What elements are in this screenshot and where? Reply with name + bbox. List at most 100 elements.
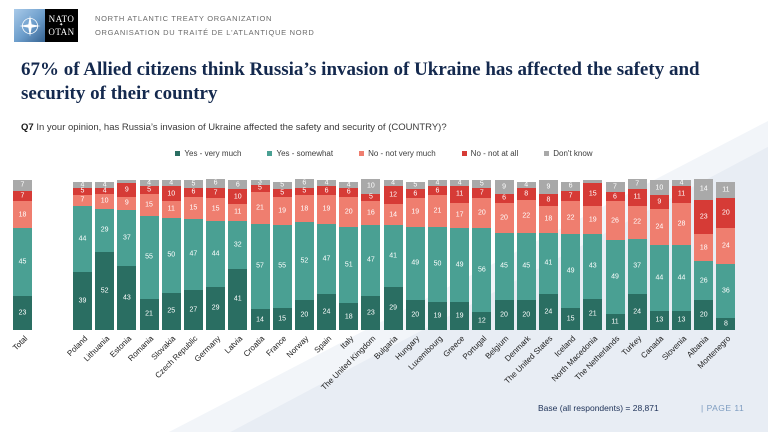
bar-segment: 24 <box>627 294 647 330</box>
bar-value-label: 41 <box>389 252 398 260</box>
bar-segment: 20 <box>516 300 536 330</box>
bar-value-label: 41 <box>233 295 242 303</box>
bar-column-albania: 14 23 18 26 20 Albania <box>685 170 714 359</box>
bar-value-label: 45 <box>18 258 27 266</box>
bar-value-label: 6 <box>502 194 507 202</box>
bar-value-label: 11 <box>167 205 175 213</box>
bar-value-label: 26 <box>699 277 708 284</box>
bar-segment: 18 <box>694 234 714 261</box>
bar-value-label: 24 <box>544 308 553 316</box>
bar-value-label: 19 <box>411 208 420 216</box>
bar-segment: 6 <box>605 192 625 201</box>
chart-legend: Yes - very much Yes - somewhat No - not ve… <box>0 149 768 158</box>
bar-value-label: 25 <box>167 307 176 315</box>
bar-value-label: 9 <box>546 183 551 191</box>
bar-value-label: 15 <box>189 204 198 212</box>
bar-segment: 27 <box>183 289 203 330</box>
bar-value-label: 49 <box>611 273 619 281</box>
bar-segment: 49 <box>450 228 470 302</box>
bar-value-label: 23 <box>367 309 375 317</box>
bar-segment: 5 <box>139 186 159 194</box>
bar-value-label: 28 <box>677 220 686 227</box>
bar-segment: 36 <box>716 264 736 318</box>
bar-value-label: 29 <box>211 304 220 312</box>
bar-segment: 4 <box>317 180 337 187</box>
bar-segment: 4 <box>383 179 403 187</box>
bar-segment: 45 <box>13 228 32 296</box>
bar-value-label: 10 <box>233 193 242 200</box>
bar-value-label: 10 <box>100 197 109 205</box>
otan-label: OTAN <box>48 26 75 37</box>
bar-segment: 20 <box>472 198 492 228</box>
bar-value-label: 11 <box>456 190 464 198</box>
bar-segment: 15 <box>272 307 292 330</box>
bar-segment: 4 <box>428 179 447 187</box>
bar-value-label: 18 <box>344 313 353 320</box>
bar-column-lithuania: 4 4 10 29 52 Lithuania <box>82 170 115 363</box>
bar-segment: 55 <box>272 225 292 308</box>
bar-value-label: 4 <box>391 179 396 187</box>
bar-value-label: 22 <box>633 218 642 226</box>
bar-value-label: 44 <box>78 235 87 242</box>
bar-segment: 4 <box>139 180 159 187</box>
bar-value-label: 49 <box>566 267 575 275</box>
bar-value-label: 14 <box>256 316 264 323</box>
bar-value-label: 4 <box>679 179 684 187</box>
bar-value-label: 39 <box>78 297 87 305</box>
bar-value-label: 15 <box>566 315 575 323</box>
bar-value-label: 12 <box>477 317 486 325</box>
bar-value-label: 4 <box>524 181 529 188</box>
bar-value-label: 7 <box>613 183 617 191</box>
bar-value-label: 49 <box>411 259 420 267</box>
bar-column-the-netherlands: 7 6 26 49 11 The Netherlands <box>573 170 625 382</box>
bar-segment: 15 <box>561 307 581 330</box>
bar-column-latvia: 6 10 11 32 41 Latvia <box>223 170 248 355</box>
bar-value-label: 51 <box>344 261 353 269</box>
bar-segment: 29 <box>206 286 226 330</box>
org-name: NORTH ATLANTIC TREATY ORGANIZATION ORGAN… <box>95 12 314 40</box>
legend-item: Don't know <box>544 149 593 158</box>
bar-value-label: 16 <box>367 209 375 217</box>
bar-value-label: 55 <box>145 253 153 261</box>
bar-segment: 18 <box>538 205 558 233</box>
base-respondents-note: Base (all respondents) = 28,871 <box>538 403 659 413</box>
bar-segment: 8 <box>716 318 736 330</box>
bar-column-spain: 4 6 19 47 24 Spain <box>312 170 337 355</box>
bar-value-label: 12 <box>389 191 398 199</box>
bar-segment: 5 <box>250 184 270 192</box>
bar-column-total: 7 7 18 45 23 Total <box>11 170 32 352</box>
bar-column-croatia: 3 5 21 57 14 Croatia <box>242 170 270 359</box>
bar-segment: 4 <box>516 181 536 188</box>
bar-value-label: 15 <box>145 201 153 209</box>
bar-segment: 11 <box>605 313 625 330</box>
bar-value-label: 56 <box>477 266 486 274</box>
bar-segment: 43 <box>117 265 137 330</box>
bar-segment: 29 <box>383 286 403 330</box>
bar-segment: 37 <box>627 238 647 294</box>
legend-label: Don't know <box>553 149 593 158</box>
legend-item: No - not at all <box>461 149 518 158</box>
legend-item: Yes - very much <box>175 149 241 158</box>
bar-value-label: 9 <box>124 186 129 194</box>
bar-value-label: 21 <box>256 204 264 212</box>
bar-segment: 5 <box>294 187 314 195</box>
bar-segment: 10 <box>95 193 115 209</box>
bar-value-label: 5 <box>258 184 262 192</box>
bar-value-label: 4 <box>102 181 107 188</box>
bar-value-label: 7 <box>479 189 484 197</box>
bar-value-label: 6 <box>346 188 351 196</box>
bar-segment: 4 <box>95 187 115 194</box>
bar-value-label: 5 <box>368 193 373 201</box>
bar-segment: 20 <box>716 198 736 228</box>
bar-segment: 45 <box>494 232 514 300</box>
bar-segment: 41 <box>228 268 248 330</box>
bar-column-luxembourg: 4 6 21 50 19 Luxembourg <box>406 170 447 372</box>
bar-segment <box>117 180 137 183</box>
bar-value-label: 6 <box>324 187 329 194</box>
bar-value-label: 18 <box>18 211 27 218</box>
bar-segment: 6 <box>561 181 581 191</box>
bar-value-label: 20 <box>500 311 508 319</box>
bar-value-label: 47 <box>367 256 375 264</box>
bar-value-label: 4 <box>435 179 440 187</box>
bar-segment: 49 <box>605 240 625 314</box>
